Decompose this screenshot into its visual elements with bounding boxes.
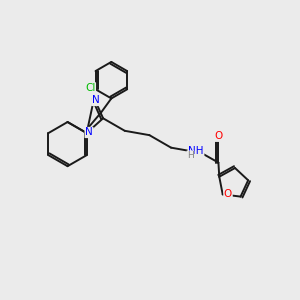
Text: Cl: Cl — [85, 83, 95, 93]
Text: O: O — [224, 189, 232, 200]
Text: N: N — [92, 95, 100, 106]
Text: N: N — [85, 128, 93, 137]
Text: H: H — [187, 151, 194, 160]
Text: O: O — [214, 131, 223, 141]
Text: NH: NH — [188, 146, 204, 155]
